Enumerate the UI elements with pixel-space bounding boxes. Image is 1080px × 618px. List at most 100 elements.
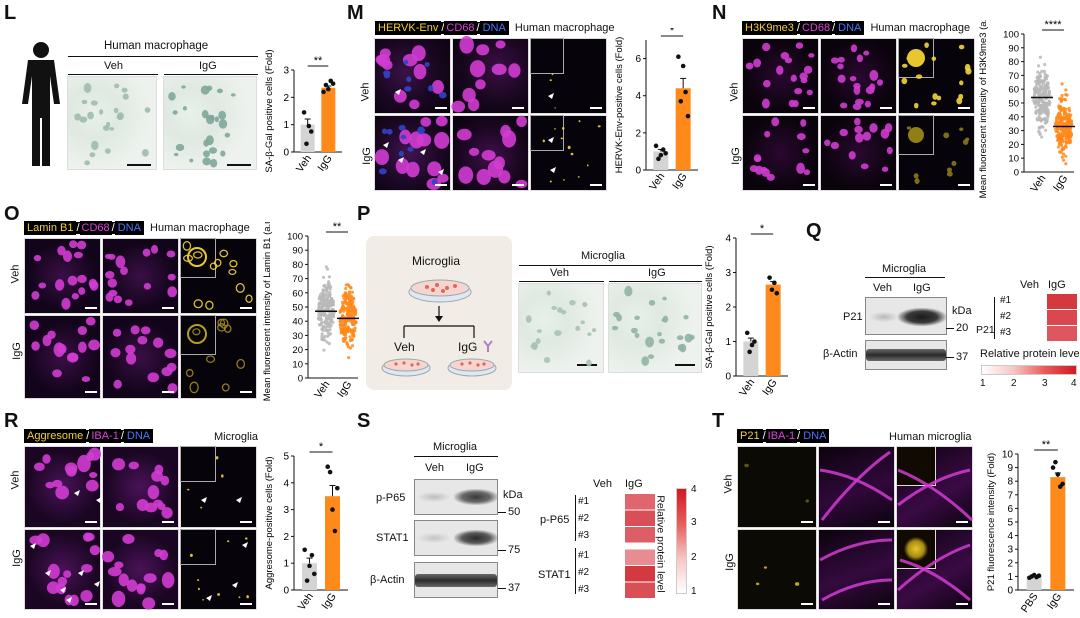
- panel-p-image-veh: [518, 283, 604, 373]
- panel-n-image-veh-cd68: [820, 38, 897, 114]
- data-point: [344, 286, 348, 291]
- panel-t-row-igg: IgG: [723, 553, 736, 571]
- panel-s-mw-50: 50: [508, 506, 521, 518]
- data-point: [1037, 82, 1041, 86]
- panel-q-tick-3: 3: [1042, 378, 1048, 389]
- data-point: [323, 338, 327, 342]
- data-point: [1060, 481, 1065, 487]
- panel-s-rep-1: #1: [578, 496, 590, 507]
- panel-s-tick-3: 3: [691, 517, 697, 528]
- y-tick-label: 0: [283, 148, 289, 159]
- data-point: [329, 297, 333, 301]
- data-point: [774, 290, 780, 296]
- data-point: [1036, 79, 1040, 84]
- panel-s-rep-4: #1: [578, 550, 590, 561]
- data-point: [324, 314, 328, 318]
- panel-s-mw-37: 37: [508, 582, 521, 594]
- panel-q-kda: kDa: [952, 305, 972, 317]
- x-tick-label: Veh: [296, 591, 316, 613]
- heatmap-cell: [1047, 294, 1077, 309]
- heatmap-cell: [1016, 310, 1046, 325]
- heatmap-cell: [625, 549, 655, 565]
- data-point: [309, 552, 315, 558]
- data-point: [317, 316, 321, 320]
- heatmap-cell: [594, 566, 624, 582]
- panel-s-mw-75: 75: [508, 544, 521, 556]
- data-point: [304, 141, 309, 147]
- data-point: [343, 291, 347, 296]
- y-axis-label: SA-β-Gal positive cells (Fold): [704, 245, 715, 368]
- data-point: [323, 320, 327, 324]
- data-point: [1044, 110, 1048, 114]
- panel-t-image-igg-p21: [737, 529, 817, 610]
- data-point: [345, 342, 349, 346]
- y-tick-label: 0: [635, 166, 641, 177]
- data-point: [1057, 142, 1061, 146]
- data-point: [1064, 88, 1068, 92]
- heatmap-cell: [1047, 326, 1077, 341]
- heatmap-cell: [594, 582, 624, 598]
- data-point: [331, 300, 335, 304]
- data-point: [1042, 104, 1046, 108]
- data-point: [327, 469, 333, 475]
- data-point: [347, 291, 351, 295]
- data-point: [1059, 136, 1064, 141]
- data-point: [349, 309, 353, 313]
- data-point: [744, 330, 750, 336]
- data-point: [319, 318, 323, 322]
- panel-p-title: Microglia: [581, 250, 626, 262]
- y-tick-label: 40: [292, 317, 303, 328]
- data-point: [341, 294, 345, 298]
- y-tick-label: 10: [1008, 154, 1019, 165]
- panel-q-rep-1: #1: [1000, 295, 1012, 306]
- data-point: [1034, 105, 1038, 109]
- data-point: [346, 304, 350, 309]
- heatmap-cell: [625, 582, 655, 598]
- panel-q-tick-2: 2: [1011, 378, 1017, 389]
- panel-s-heat-igg: IgG: [625, 478, 643, 490]
- data-point: [329, 304, 333, 308]
- data-point: [1045, 87, 1049, 91]
- bar: [300, 124, 315, 152]
- data-point: [343, 324, 347, 328]
- data-point: [1061, 140, 1065, 144]
- data-point: [350, 290, 354, 294]
- data-point: [1037, 117, 1041, 122]
- data-point: [302, 547, 307, 553]
- panel-q-mw-20: 20: [956, 322, 969, 334]
- y-axis-label: SA-β-Gal positive cells (Fold): [264, 49, 275, 172]
- panel-p-image-igg: [608, 283, 702, 373]
- data-point: [1062, 131, 1066, 136]
- panel-t-image-veh-merge: [818, 446, 895, 528]
- x-tick-label: IgG: [760, 377, 780, 398]
- human-silhouette-icon: [22, 42, 60, 166]
- data-point: [321, 294, 326, 298]
- data-point: [326, 86, 331, 92]
- heatmap-cell: [594, 494, 624, 510]
- panel-n-stain-3: DNA: [835, 21, 865, 35]
- data-point: [1043, 62, 1047, 67]
- data-point: [327, 342, 331, 346]
- data-point: [343, 336, 347, 340]
- data-point: [348, 285, 353, 290]
- data-point: [1067, 106, 1071, 111]
- panel-p-schematic-igg: IgG: [458, 340, 478, 354]
- y-tick-label: 90: [1008, 43, 1019, 54]
- y-tick-label: 6: [635, 54, 641, 65]
- data-point: [323, 82, 329, 88]
- data-point: [318, 323, 322, 327]
- panel-m-stain-2: CD68: [444, 21, 477, 35]
- panel-o-stain-3: DNA: [114, 221, 144, 235]
- data-point: [321, 275, 326, 279]
- panel-s-tick-1: 1: [691, 586, 697, 597]
- panel-m-stain-1: HERVK-Env: [375, 21, 442, 35]
- data-point: [656, 156, 661, 162]
- y-axis-label: Mean fluorescent intensity of H3K9me3 (a…: [978, 20, 989, 198]
- data-point: [323, 334, 327, 338]
- heatmap-cell: [625, 494, 655, 510]
- panel-t-stain-1: P21: [737, 429, 763, 443]
- y-tick-label: 3: [283, 505, 289, 516]
- data-point: [340, 300, 345, 304]
- panel-s-heat-group-stat1: STAT1: [538, 569, 571, 581]
- panel-s-heat-veh: Veh: [593, 478, 612, 490]
